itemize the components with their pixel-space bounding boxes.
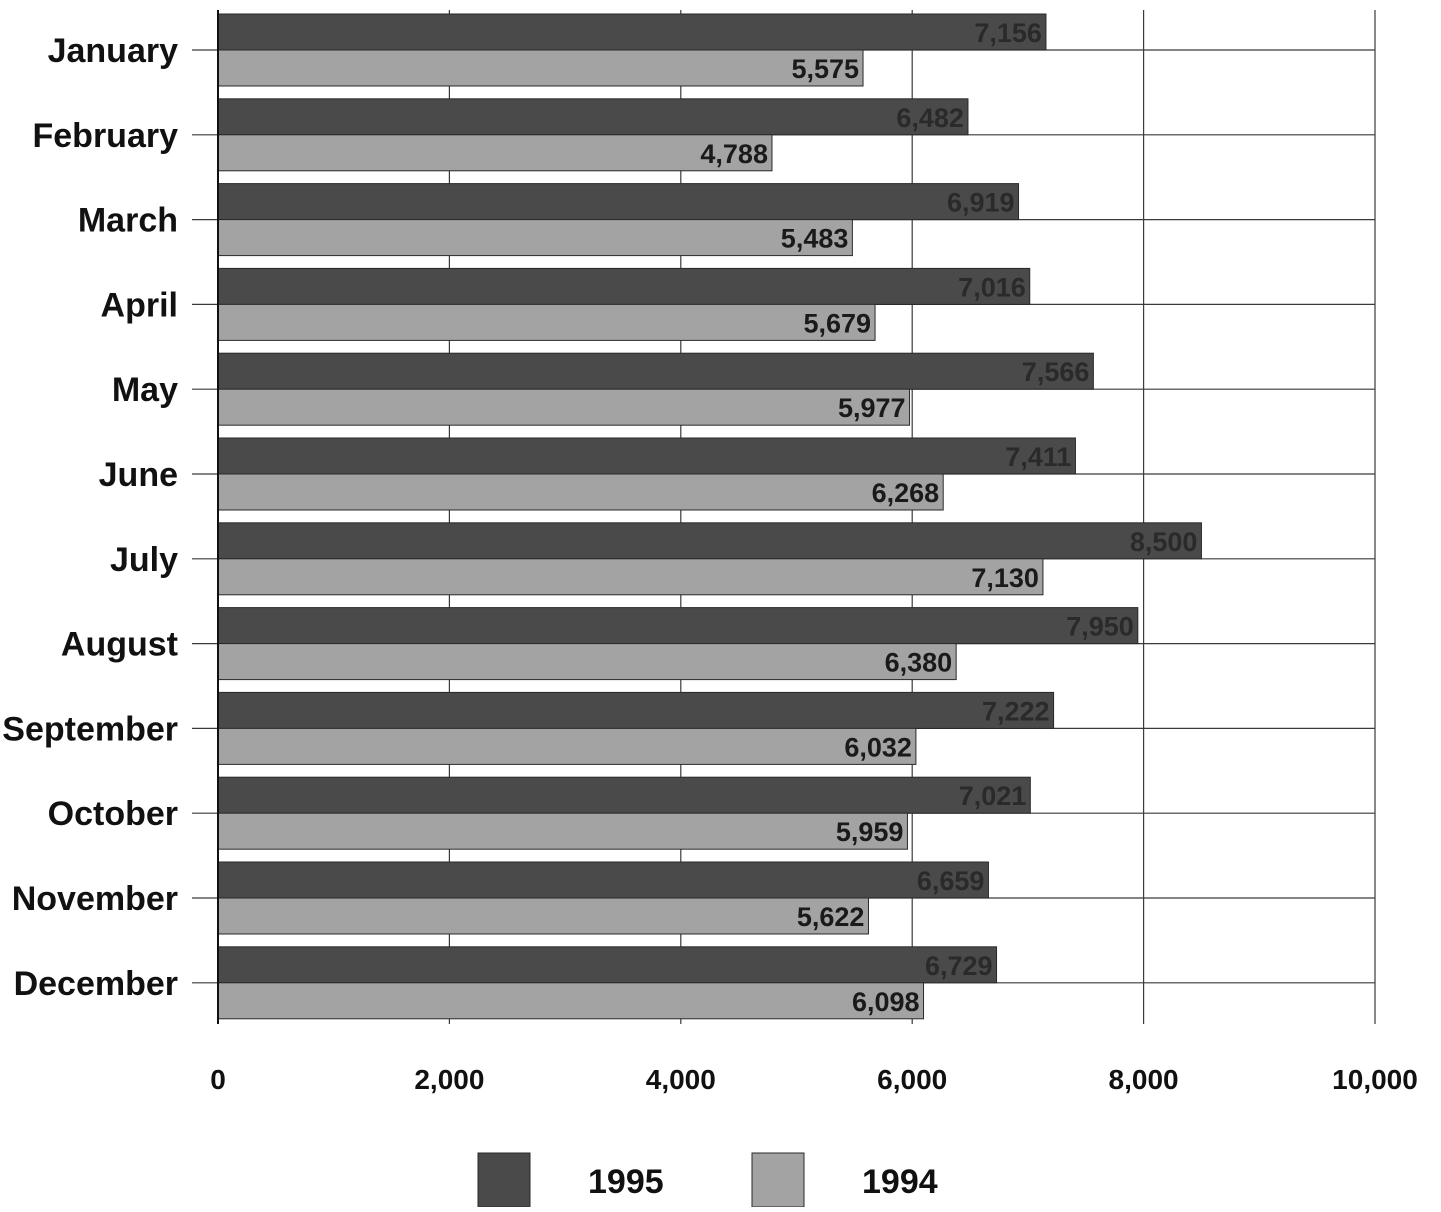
- bar-1995-august: [217, 607, 1139, 645]
- x-tick-label: 10,000: [1332, 1064, 1418, 1095]
- data-label-1995-april: 7,016: [958, 272, 1026, 302]
- bar-1994-september: [217, 727, 917, 765]
- category-label-october: October: [48, 795, 178, 833]
- bar-1994-november: [217, 897, 869, 935]
- bar-1995-july: [217, 522, 1202, 560]
- axes: January February March April May June July Augu…: [2, 10, 1418, 1095]
- bar-1994-december: [217, 982, 925, 1020]
- bar-1995-january: [217, 13, 1047, 51]
- data-label-1994-october: 5,959: [836, 817, 904, 847]
- data-label-1994-november: 5,622: [797, 902, 865, 932]
- bar-1995-june: [217, 437, 1076, 475]
- bar-1994-august: [217, 643, 957, 681]
- data-label-1994-february: 4,788: [700, 139, 768, 169]
- bar-1995-february: [217, 98, 969, 136]
- bar-1995-may: [217, 352, 1094, 390]
- category-label-august: August: [61, 626, 178, 664]
- bar-1995-march: [217, 183, 1020, 221]
- category-label-february: February: [33, 117, 179, 155]
- category-label-may: May: [112, 371, 178, 409]
- data-label-1995-february: 6,482: [896, 103, 964, 133]
- bar-1995-october: [217, 776, 1031, 814]
- data-label-1994-january: 5,575: [791, 54, 859, 84]
- legend-swatch-1995: [477, 1152, 531, 1208]
- data-label-1995-october: 7,021: [959, 781, 1027, 811]
- bar-1995-december: [217, 946, 998, 984]
- x-tick-label: 0: [210, 1064, 226, 1095]
- data-label-1995-september: 7,222: [982, 696, 1050, 726]
- data-label-1994-august: 6,380: [885, 648, 953, 678]
- category-label-march: March: [78, 202, 178, 240]
- x-tick-label: 6,000: [877, 1064, 947, 1095]
- x-tick-label: 2,000: [414, 1064, 484, 1095]
- legend: 1995 1994: [477, 1152, 938, 1208]
- category-label-september: September: [2, 710, 178, 748]
- data-label-1994-june: 6,268: [872, 478, 940, 508]
- category-label-december: December: [14, 965, 178, 1003]
- data-label-1995-may: 7,566: [1022, 357, 1090, 387]
- data-label-1995-july: 8,500: [1130, 527, 1198, 557]
- data-label-1995-june: 7,411: [1005, 442, 1071, 472]
- data-label-1994-may: 5,977: [838, 393, 906, 423]
- bar-1995-september: [217, 691, 1055, 729]
- x-tick-label: 4,000: [646, 1064, 716, 1095]
- data-label-1994-september: 6,032: [844, 732, 912, 762]
- legend-label-1994: 1994: [862, 1163, 938, 1201]
- data-label-1994-march: 5,483: [781, 224, 849, 254]
- bar-1994-april: [217, 303, 876, 341]
- x-tick-label: 8,000: [1109, 1064, 1179, 1095]
- legend-swatch-1994: [751, 1152, 805, 1208]
- bar-1994-june: [217, 473, 944, 511]
- bar-1994-march: [217, 219, 853, 257]
- legend-label-1995: 1995: [588, 1163, 664, 1201]
- bar-1995-april: [217, 267, 1031, 305]
- data-label-1995-november: 6,659: [917, 866, 985, 896]
- data-label-1994-july: 7,130: [971, 563, 1039, 593]
- bar-1994-october: [217, 812, 908, 850]
- category-label-july: July: [110, 541, 178, 579]
- category-label-june: June: [99, 456, 178, 494]
- data-label-1995-january: 7,156: [974, 18, 1042, 48]
- data-label-1995-march: 6,919: [947, 188, 1015, 218]
- category-label-january: January: [48, 32, 178, 70]
- bars: 7,156 5,575 6,482 4,788 6,919 5,483 7,016 5,679…: [217, 13, 1202, 1020]
- bar-1994-february: [217, 134, 773, 172]
- data-label-1995-december: 6,729: [925, 951, 993, 981]
- data-label-1994-december: 6,098: [852, 987, 920, 1017]
- bar-1994-may: [217, 388, 911, 426]
- data-label-1994-april: 5,679: [803, 308, 871, 338]
- bar-1994-july: [217, 558, 1044, 596]
- bar-1994-january: [217, 49, 864, 87]
- category-label-april: April: [101, 286, 178, 324]
- data-label-1995-august: 7,950: [1066, 612, 1134, 642]
- category-label-november: November: [12, 880, 178, 918]
- bar-1995-november: [217, 861, 989, 899]
